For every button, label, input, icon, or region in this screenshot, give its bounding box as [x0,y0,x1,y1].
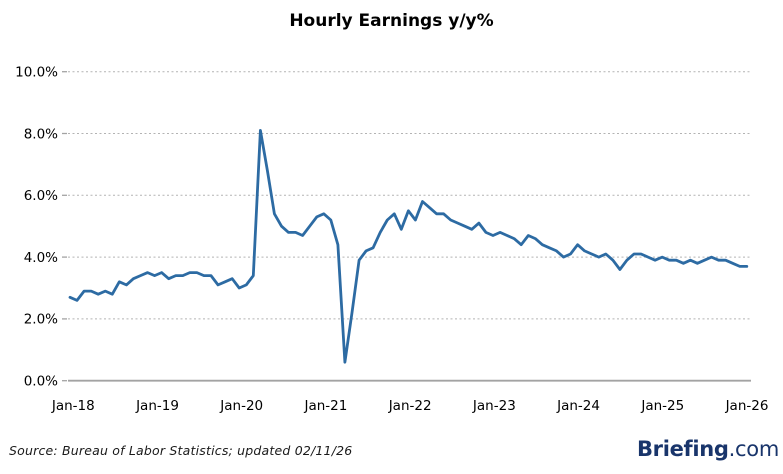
hourly-earnings-chart: 10.0% 8.0% 6.0% 4.0% 2.0% 0.0% Jan-18 Jan-19 Jan… [15,65,769,415]
x-axis-label: Jan-26 [725,398,769,414]
x-axis-label: Jan-25 [640,398,684,414]
x-axis-label: Jan-21 [304,398,348,414]
source-text: Source: Bureau of Labor Statistics; upda… [9,443,353,458]
briefing-logo: Briefing.com [637,437,779,461]
logo-suffix: .com [728,437,780,461]
x-axis-label: Jan-23 [472,398,516,414]
y-axis-label: 10.0% [15,65,58,81]
y-axis-label: 8.0% [24,126,58,142]
y-axis-label: 4.0% [24,250,58,266]
chart-title: Hourly Earnings y/y% [289,11,494,31]
x-axis-label: Jan-20 [219,398,263,414]
chart-line [68,128,749,364]
y-axis-label: 2.0% [24,312,58,328]
logo-brand: Briefing [636,437,729,461]
x-axis-label: Jan-22 [388,398,432,414]
y-axis-label: 6.0% [24,188,58,204]
x-axis-label: Jan-24 [556,398,600,414]
x-axis-label: Jan-18 [51,398,95,414]
x-axis-label: Jan-19 [135,398,179,414]
y-axis-label: 0.0% [24,374,58,390]
